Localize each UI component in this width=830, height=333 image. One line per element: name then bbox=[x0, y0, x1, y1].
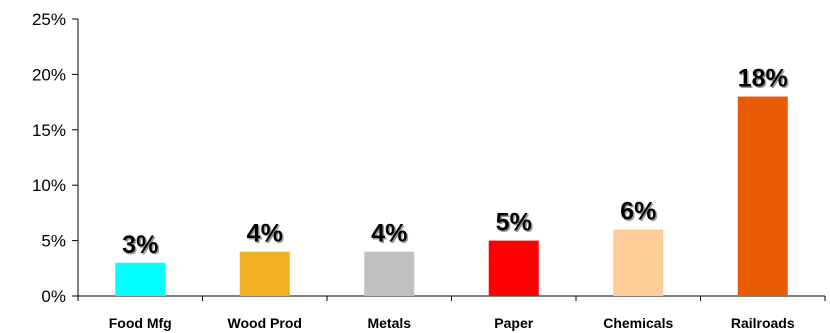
bar-food-mfg bbox=[115, 262, 166, 296]
x-tick-label: Paper bbox=[494, 315, 533, 331]
x-tick-label: Chemicals bbox=[603, 315, 673, 331]
x-tick-label: Metals bbox=[367, 315, 411, 331]
x-tick-label: Railroads bbox=[731, 315, 795, 331]
data-label: 18% bbox=[738, 65, 788, 93]
y-axis: 0% 5% 10% 15% 20% 25% bbox=[32, 10, 79, 306]
y-tick-label: 5% bbox=[41, 232, 66, 251]
y-tick-label: 20% bbox=[32, 65, 66, 84]
y-tick-label: 25% bbox=[32, 10, 66, 29]
data-label: 3% bbox=[122, 231, 158, 259]
data-labels: 3%3% 4%4% 4%4% 5%5% 6%6%18%18% bbox=[122, 65, 789, 261]
data-label-shadow: 5% bbox=[497, 210, 533, 238]
x-axis: Food Mfg Wood Prod Metals Paper Chemicals Rai… bbox=[77, 295, 826, 331]
y-tick-label: 10% bbox=[32, 176, 66, 195]
data-label: 4% bbox=[371, 220, 407, 248]
bar-paper bbox=[488, 240, 539, 296]
data-label-shadow: 18% bbox=[739, 66, 789, 94]
y-tick-label: 0% bbox=[41, 287, 66, 306]
bar-wood-prod bbox=[239, 251, 290, 296]
x-tick-label: Food Mfg bbox=[109, 315, 172, 331]
data-label: 5% bbox=[496, 209, 532, 237]
data-label: 6% bbox=[620, 198, 656, 226]
bar-chemicals bbox=[613, 229, 664, 296]
bar-railroads bbox=[737, 96, 788, 296]
data-label: 4% bbox=[247, 220, 283, 248]
bars bbox=[115, 96, 788, 296]
bar-metals bbox=[364, 251, 415, 296]
data-label-shadow: 4% bbox=[373, 221, 409, 249]
data-label-shadow: 6% bbox=[622, 199, 658, 227]
data-label-shadow: 3% bbox=[124, 232, 160, 260]
x-tick-label: Wood Prod bbox=[228, 315, 302, 331]
y-tick-label: 15% bbox=[32, 121, 66, 140]
data-label-shadow: 4% bbox=[248, 221, 284, 249]
